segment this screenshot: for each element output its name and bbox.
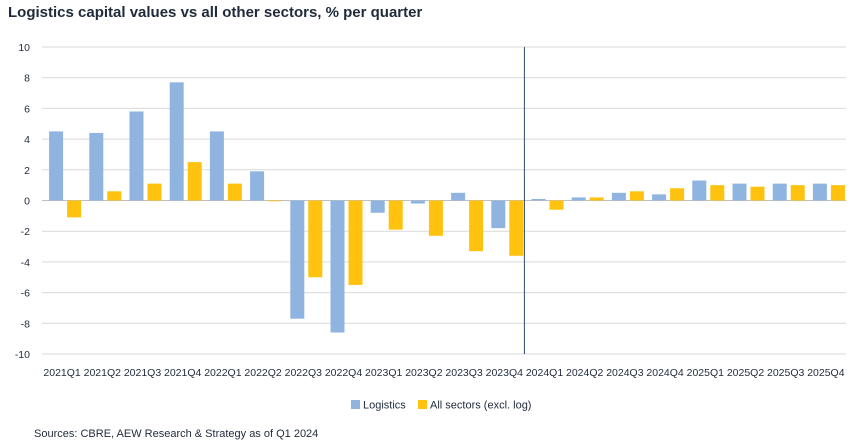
bars	[49, 82, 845, 333]
bar-all-sectors-2023Q1	[388, 200, 403, 230]
bar-logistics-2024Q2	[571, 197, 586, 201]
bar-all-sectors-2022Q2	[268, 200, 283, 202]
bar-all-sectors-2021Q4	[187, 162, 202, 201]
x-tick-label: 2025Q3	[767, 367, 805, 379]
bar-all-sectors-2025Q4	[830, 185, 845, 201]
bar-all-sectors-2022Q4	[348, 200, 363, 285]
bar-logistics-2021Q1	[49, 131, 64, 201]
bar-logistics-2022Q2	[250, 171, 265, 201]
x-tick-label: 2024Q4	[646, 367, 684, 379]
y-tick-label: 4	[24, 134, 30, 146]
bar-logistics-2024Q3	[611, 192, 626, 201]
x-tick-label: 2023Q2	[405, 367, 443, 379]
bar-all-sectors-2024Q4	[670, 188, 685, 201]
bar-logistics-2023Q2	[410, 200, 425, 204]
y-tick-label: 2	[24, 165, 30, 177]
x-tick-label: 2025Q2	[727, 367, 765, 379]
bar-all-sectors-2024Q2	[589, 197, 604, 201]
bar-logistics-2023Q4	[491, 200, 506, 229]
x-tick-label: 2021Q2	[84, 367, 122, 379]
bar-logistics-2021Q2	[89, 132, 104, 201]
bar-logistics-2025Q4	[812, 183, 827, 201]
bar-logistics-2022Q4	[330, 200, 345, 333]
bar-all-sectors-2025Q3	[790, 185, 805, 201]
x-tick-label: 2024Q3	[606, 367, 644, 379]
x-tick-label: 2022Q2	[244, 367, 282, 379]
x-tick-label: 2021Q3	[124, 367, 162, 379]
bar-all-sectors-2023Q4	[509, 200, 524, 256]
bar-logistics-2022Q1	[209, 131, 224, 201]
bar-all-sectors-2022Q3	[308, 200, 323, 278]
bar-all-sectors-2021Q3	[147, 183, 162, 201]
y-tick-label: -10	[15, 349, 30, 361]
legend-label-all-sectors: All sectors (excl. log)	[430, 400, 531, 412]
source-note: Sources: CBRE, AEW Research & Strategy a…	[34, 428, 319, 440]
legend-label-logistics: Logistics	[363, 400, 406, 412]
legend-swatch-logistics	[351, 400, 360, 409]
bar-logistics-2022Q3	[290, 200, 305, 319]
bar-logistics-2025Q3	[772, 183, 787, 201]
y-tick-label: -8	[21, 318, 30, 330]
bar-all-sectors-2023Q2	[428, 200, 443, 236]
x-tick-label: 2024Q2	[566, 367, 604, 379]
bar-all-sectors-2022Q1	[227, 183, 242, 201]
chart-title: Logistics capital values vs all other se…	[8, 4, 423, 21]
y-tick-label: 10	[18, 42, 30, 54]
bar-logistics-2024Q4	[652, 194, 667, 201]
x-tick-label: 2025Q1	[687, 367, 725, 379]
bar-all-sectors-2025Q1	[710, 185, 725, 201]
bar-all-sectors-2025Q2	[750, 186, 765, 201]
bar-logistics-2025Q2	[732, 183, 747, 201]
x-tick-label: 2022Q4	[325, 367, 363, 379]
bar-logistics-2023Q3	[451, 192, 466, 201]
x-tick-label: 2021Q4	[164, 367, 202, 379]
y-tick-label: 8	[24, 73, 30, 85]
y-tick-label: -4	[21, 257, 30, 269]
y-tick-label: -6	[21, 288, 30, 300]
y-tick-label: 0	[24, 196, 30, 208]
bar-all-sectors-2024Q1	[549, 200, 564, 210]
bar-logistics-2021Q4	[169, 82, 184, 201]
x-tick-label: 2021Q1	[43, 367, 81, 379]
x-tick-label: 2023Q3	[445, 367, 483, 379]
legend: Logistics All sectors (excl. log)	[351, 400, 531, 412]
bar-all-sectors-2021Q1	[67, 200, 82, 218]
bar-logistics-2023Q1	[370, 200, 385, 213]
y-tick-label: 6	[24, 103, 30, 115]
bar-all-sectors-2024Q3	[629, 191, 644, 201]
y-tick-label: -2	[21, 226, 30, 238]
x-tick-label: 2024Q1	[526, 367, 564, 379]
bar-logistics-2025Q1	[692, 180, 707, 201]
bar-logistics-2021Q3	[129, 111, 144, 201]
x-tick-label: 2023Q4	[486, 367, 524, 379]
bar-all-sectors-2021Q2	[107, 191, 122, 201]
bar-all-sectors-2023Q3	[469, 200, 484, 252]
x-tick-label: 2023Q1	[365, 367, 403, 379]
x-tick-label: 2022Q3	[285, 367, 323, 379]
x-axis: 2021Q1 2021Q2 2021Q3 2021Q4 2022Q1 2022Q2 2022…	[43, 367, 844, 379]
y-axis: -10 -8 -6 -4 -2 0 2 4 6 8 10	[15, 42, 30, 361]
bar-logistics-2024Q1	[531, 198, 546, 201]
x-tick-label: 2022Q1	[204, 367, 242, 379]
x-tick-label: 2025Q4	[807, 367, 845, 379]
legend-swatch-all-sectors	[418, 400, 427, 409]
gridlines	[42, 46, 846, 355]
